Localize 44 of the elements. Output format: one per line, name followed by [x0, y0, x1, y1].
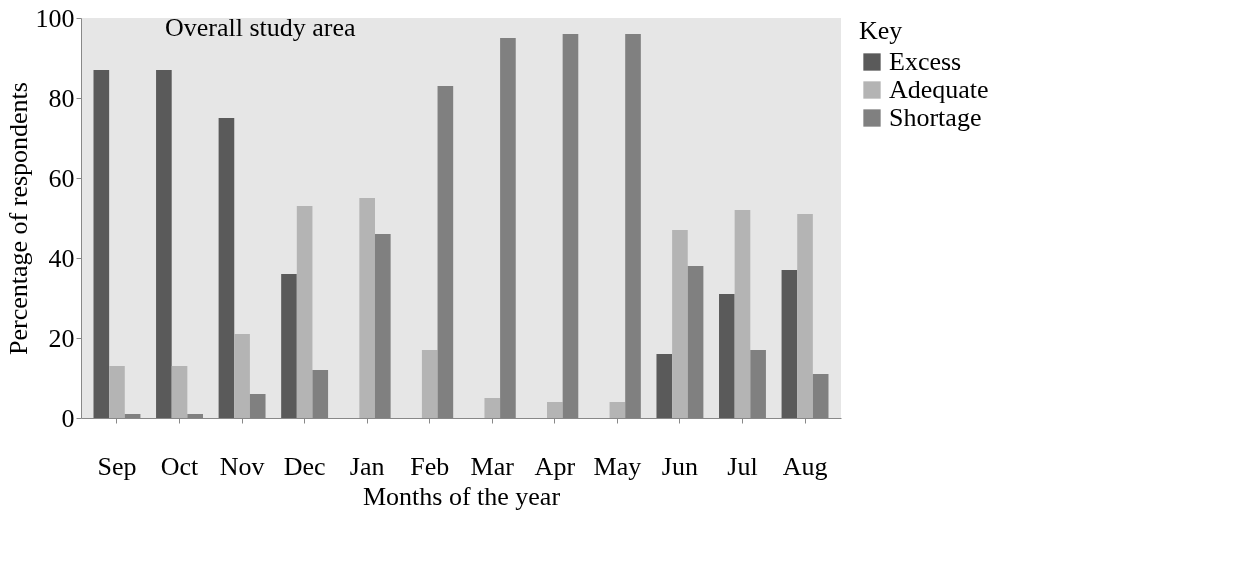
bar [609, 402, 626, 418]
x-tick-label: Nov [219, 451, 265, 481]
x-tick-label: Dec [283, 451, 326, 481]
x-tick-label: Apr [534, 451, 576, 481]
bar [781, 270, 798, 418]
bar [797, 214, 813, 418]
bar [421, 350, 438, 418]
chart-title: Overall study area [165, 13, 357, 42]
bar [672, 230, 688, 418]
y-tick-label: 0 [61, 403, 75, 433]
legend-title: Key [859, 16, 903, 45]
x-tick-label: Jun [661, 451, 698, 481]
x-tick-label: May [593, 451, 642, 481]
bar [109, 366, 125, 418]
x-axis-title: Months of the year [362, 481, 561, 511]
bar [547, 402, 563, 418]
y-tick-label: 20 [48, 323, 75, 353]
x-tick-label: Sep [97, 451, 137, 481]
bar [234, 334, 250, 418]
bar [156, 70, 172, 418]
y-tick-label: 40 [48, 243, 75, 273]
bar [734, 210, 751, 418]
x-tick-label: Jul [727, 451, 758, 481]
bar [218, 118, 235, 418]
x-tick-label: Feb [410, 451, 450, 481]
bar [359, 198, 375, 418]
legend-label: Excess [889, 47, 962, 76]
bar [656, 354, 673, 418]
y-tick-label: 60 [48, 163, 75, 193]
x-tick-label: Jan [349, 451, 385, 481]
bar [296, 206, 313, 418]
bar [93, 70, 110, 418]
bar [484, 398, 501, 418]
legend-label: Shortage [889, 103, 982, 132]
x-tick-label: Mar [470, 451, 515, 481]
y-axis-title: Percentage of respondents [3, 82, 33, 355]
y-tick-label: 80 [48, 83, 75, 113]
bar [281, 274, 297, 418]
x-tick-label: Aug [782, 451, 828, 481]
bar [171, 366, 188, 418]
y-tick-label: 100 [35, 3, 75, 33]
legend-label: Adequate [889, 75, 989, 104]
bar [719, 294, 735, 418]
x-tick-label: Oct [160, 451, 200, 481]
